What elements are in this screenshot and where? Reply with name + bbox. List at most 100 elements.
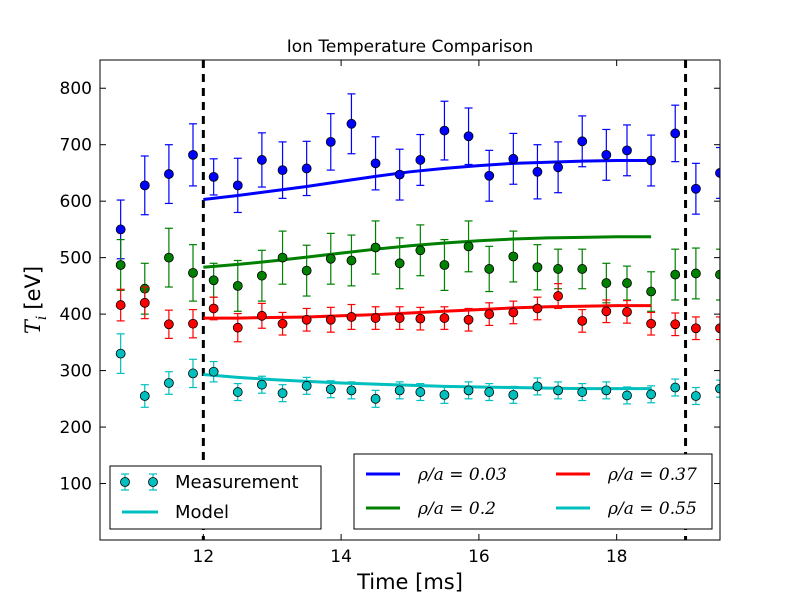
- x-axis-title: Time [ms]: [356, 570, 463, 594]
- data-point-1-23: [646, 286, 657, 297]
- data-point-1-14: [439, 260, 450, 270]
- data-point-0-17: [508, 153, 519, 164]
- y-tick-label-3: 400: [60, 305, 92, 325]
- data-point-0-15: [463, 131, 474, 142]
- data-point-0-13: [415, 155, 426, 165]
- data-point-2-17: [508, 307, 519, 318]
- data-point-2-10: [346, 312, 357, 322]
- data-point-1-0: [115, 260, 126, 270]
- legend-measurement-label: Measurement: [175, 472, 299, 493]
- data-point-1-16: [484, 264, 495, 274]
- data-point-1-26: [715, 269, 720, 280]
- plot-area: 12 14 16 18 100 200 300 400 500 600 700 800: [60, 59, 721, 567]
- y-axis-subscript: i: [34, 316, 50, 320]
- data-point-3-10: [346, 385, 357, 396]
- data-point-3-20: [577, 387, 588, 397]
- x-tick-label-1: 14: [330, 547, 352, 567]
- data-point-3-26: [715, 383, 720, 394]
- data-point-0-18: [532, 166, 543, 177]
- y-tick-label-0: 100: [60, 475, 92, 495]
- data-point-1-6: [256, 270, 267, 281]
- data-point-1-22: [622, 278, 632, 288]
- data-point-3-2: [163, 378, 174, 388]
- data-point-2-9: [325, 314, 336, 325]
- data-point-2-8: [301, 314, 312, 325]
- y-tick-label-5: 600: [60, 192, 92, 212]
- data-point-3-15: [463, 385, 474, 396]
- data-point-3-3: [188, 368, 198, 379]
- svg-text:Ti[eV]: Ti [eV]: [21, 266, 50, 334]
- legend-types-frame: [109, 465, 322, 530]
- data-point-0-22: [622, 145, 632, 156]
- series-0: [115, 93, 720, 260]
- data-point-1-17: [508, 251, 519, 262]
- data-point-0-3: [188, 149, 198, 160]
- data-point-3-21: [601, 385, 612, 396]
- data-point-2-12: [394, 313, 405, 323]
- data-point-2-19: [553, 291, 564, 301]
- data-point-0-5: [232, 180, 243, 191]
- data-point-2-22: [622, 306, 632, 317]
- data-point-3-4: [208, 366, 219, 377]
- series-1: [115, 220, 720, 315]
- data-point-1-4: [208, 275, 219, 286]
- data-point-1-12: [394, 258, 405, 269]
- data-point-2-14: [439, 313, 450, 323]
- data-point-1-24: [670, 269, 681, 280]
- data-point-3-5: [232, 387, 243, 397]
- data-point-3-19: [553, 385, 564, 396]
- data-point-3-24: [670, 382, 681, 393]
- data-point-2-25: [690, 323, 701, 334]
- data-point-3-0: [115, 348, 126, 359]
- legend-measurement-marker: [120, 473, 158, 491]
- data-point-3-7: [277, 388, 288, 399]
- plot-frame: [99, 59, 721, 541]
- legend-label-rho-0-2: ρ/a = 0.2: [417, 499, 496, 519]
- data-point-3-6: [256, 379, 267, 390]
- model-line-2: [203, 304, 652, 320]
- data-point-1-5: [232, 280, 243, 291]
- data-point-1-8: [301, 265, 312, 276]
- data-point-2-4: [208, 303, 219, 314]
- legend-label-rho-0-55: ρ/a = 0.55: [607, 499, 697, 519]
- data-point-0-6: [256, 155, 267, 165]
- data-point-2-11: [370, 313, 381, 323]
- data-point-2-23: [646, 318, 657, 329]
- data-point-0-20: [577, 136, 588, 147]
- data-point-1-9: [325, 253, 336, 264]
- data-point-1-20: [577, 264, 588, 274]
- data-point-2-18: [532, 303, 543, 314]
- series-3: [115, 333, 720, 408]
- data-point-3-22: [622, 390, 632, 401]
- data-point-0-7: [277, 165, 288, 176]
- data-point-2-3: [188, 318, 198, 329]
- data-point-2-24: [670, 319, 681, 330]
- y-axis-title: Ti [eV]: [21, 266, 50, 334]
- y-tick-label-6: 700: [60, 136, 92, 156]
- legend-series: ρ/a = 0.03 ρ/a = 0.2 ρ/a = 0.37 ρ/a = 0.…: [353, 453, 713, 530]
- chart-title: Ion Temperature Comparison: [287, 37, 533, 57]
- model-line-3: [203, 373, 652, 391]
- data-point-0-12: [394, 169, 405, 180]
- data-point-0-9: [325, 136, 336, 147]
- data-point-1-21: [601, 278, 612, 288]
- data-point-1-10: [346, 255, 357, 266]
- data-point-1-19: [553, 264, 564, 274]
- y-tick-label-2: 300: [60, 362, 92, 382]
- legend-model-label: Model: [175, 502, 229, 523]
- data-point-3-9: [325, 384, 336, 395]
- data-point-3-17: [508, 389, 519, 400]
- x-tick-label-3: 18: [606, 547, 628, 567]
- data-point-2-20: [577, 315, 588, 326]
- data-point-0-11: [370, 158, 381, 169]
- data-point-3-8: [301, 380, 312, 391]
- data-point-3-25: [690, 391, 701, 401]
- data-point-2-0: [115, 300, 126, 310]
- data-point-3-11: [370, 393, 381, 404]
- data-point-0-16: [484, 170, 495, 181]
- data-point-0-4: [208, 171, 219, 182]
- data-point-0-21: [601, 149, 612, 160]
- y-axis-unit: [eV]: [21, 266, 45, 310]
- data-point-0-26: [715, 168, 720, 178]
